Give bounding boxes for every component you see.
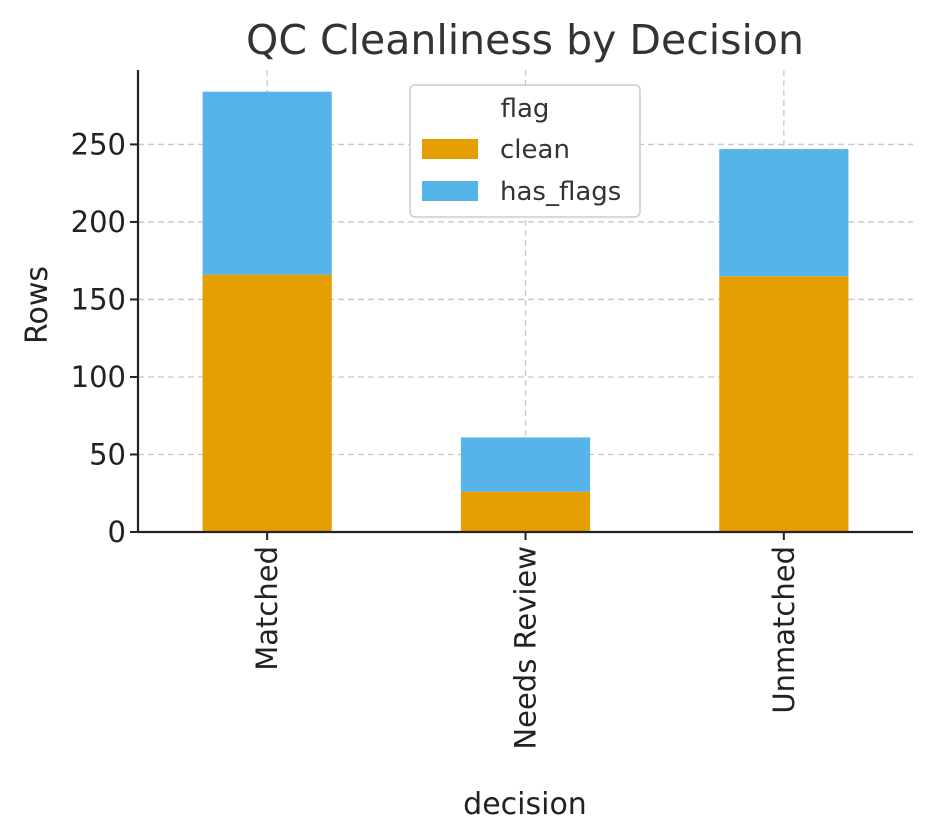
y-tick-label: 0 xyxy=(108,515,126,549)
x-tick-label: Needs Review xyxy=(509,546,543,750)
legend-title: flag xyxy=(501,94,550,124)
y-tick-label: 100 xyxy=(71,360,126,394)
bar-needs-review-clean xyxy=(460,491,591,532)
bars xyxy=(202,91,849,532)
legend-swatch-clean xyxy=(422,139,478,159)
bar-matched-clean xyxy=(202,274,332,532)
y-tick-label: 150 xyxy=(71,282,126,316)
legend-label-clean: clean xyxy=(500,135,570,165)
bar-matched-has-flags xyxy=(202,91,332,275)
x-tick-label: Unmatched xyxy=(767,546,801,714)
legend: flag clean has_flags xyxy=(409,84,641,218)
y-tick-label: 50 xyxy=(89,437,126,471)
x-axis-label: decision xyxy=(463,787,587,822)
y-tick-label: 250 xyxy=(71,127,126,161)
y-tick-label: 200 xyxy=(71,205,126,239)
axes: 0 50 100 150 200 250 Matched Needs Review Unmatc… xyxy=(71,70,913,750)
x-tick-label: Matched xyxy=(250,546,284,671)
y-axis-label: Rows xyxy=(20,266,55,344)
legend-swatch-has-flags xyxy=(422,181,478,201)
bar-unmatched-clean xyxy=(719,276,849,532)
chart-title: QC Cleanliness by Decision xyxy=(246,16,804,64)
bar-unmatched-has-flags xyxy=(719,149,849,277)
legend-label-has-flags: has_flags xyxy=(500,177,621,207)
bar-needs-review-has-flags xyxy=(460,437,591,492)
